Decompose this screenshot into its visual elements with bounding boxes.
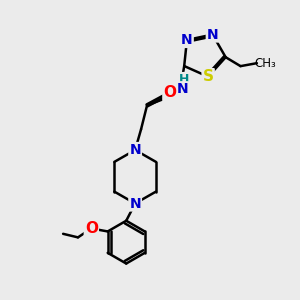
Text: O: O: [164, 85, 176, 100]
Text: S: S: [202, 69, 214, 84]
Text: N: N: [129, 196, 141, 211]
Text: N: N: [207, 28, 218, 41]
Text: O: O: [85, 221, 98, 236]
Text: N: N: [176, 82, 188, 96]
Text: H: H: [179, 73, 189, 86]
Text: N: N: [181, 33, 193, 47]
Text: CH₃: CH₃: [254, 57, 276, 70]
Text: N: N: [129, 143, 141, 157]
